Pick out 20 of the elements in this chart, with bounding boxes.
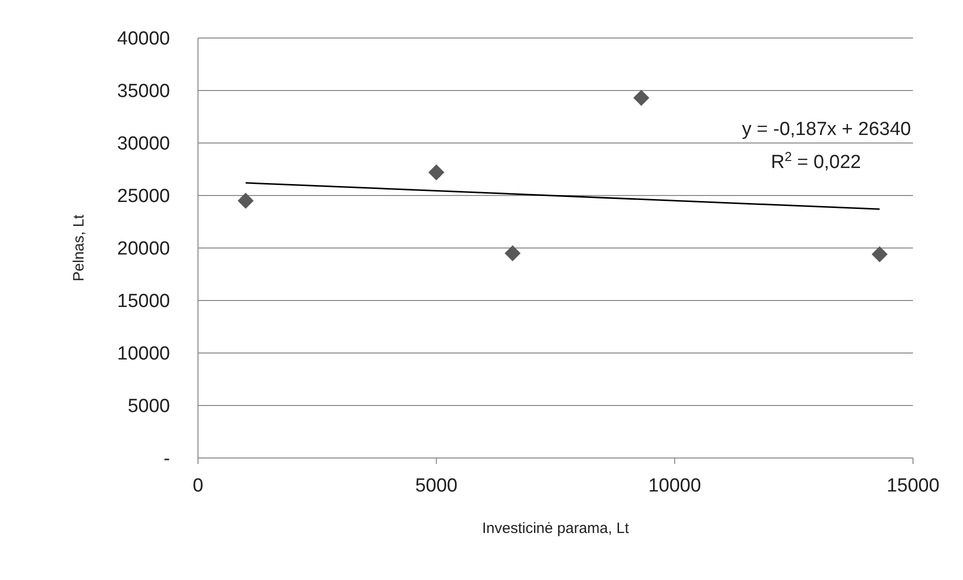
y-tick-label: 40000 — [117, 28, 170, 50]
y-tick-label: 10000 — [117, 344, 170, 365]
point — [238, 192, 254, 209]
point — [504, 245, 521, 262]
x-tick-label: 10000 — [648, 475, 702, 496]
y-tick-label: 15000 — [117, 291, 170, 312]
y-axis-title: Pelnas, Lt — [70, 214, 88, 282]
x-tick-label: 0 — [192, 475, 204, 496]
y-tick-label: 20000 — [117, 238, 170, 260]
point — [633, 90, 650, 106]
y-tick-label: 30000 — [117, 134, 170, 155]
point — [428, 164, 444, 180]
y-tick-label: - — [164, 448, 170, 470]
point — [872, 246, 888, 262]
x-tick-label: 5000 — [415, 475, 458, 496]
y-tick-label: 35000 — [117, 81, 170, 102]
x-axis-title: Investicinė parama, Lt — [482, 520, 630, 537]
y-tick-label: 25000 — [117, 186, 170, 208]
y-tick-label: 5000 — [128, 396, 170, 418]
x-tick-label: 15000 — [886, 475, 940, 496]
